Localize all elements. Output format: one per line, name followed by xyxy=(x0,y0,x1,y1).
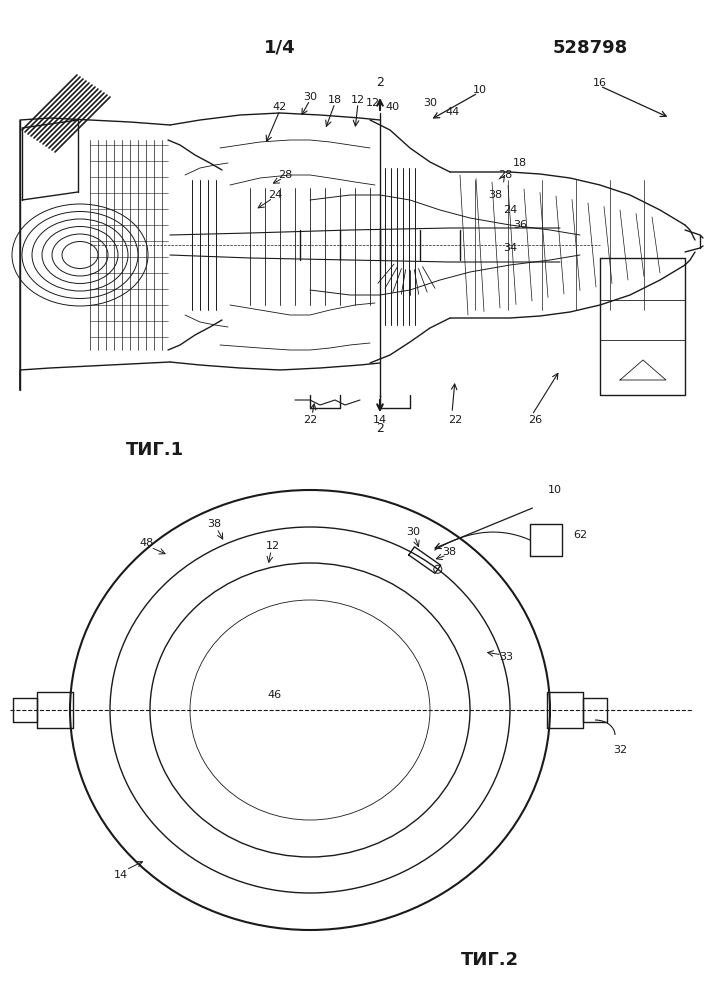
Text: 30: 30 xyxy=(423,98,437,108)
Text: ΤИГ.1: ΤИГ.1 xyxy=(126,441,184,459)
Text: 28: 28 xyxy=(498,170,512,180)
Text: 12: 12 xyxy=(366,98,380,108)
Text: 46: 46 xyxy=(268,690,282,700)
Text: 30: 30 xyxy=(303,92,317,102)
Text: 18: 18 xyxy=(513,158,527,168)
Text: 40: 40 xyxy=(386,102,400,112)
Text: 44: 44 xyxy=(446,107,460,117)
Text: 26: 26 xyxy=(528,415,542,425)
Text: 10: 10 xyxy=(473,85,487,95)
Text: 1/4: 1/4 xyxy=(264,39,296,57)
Text: 12: 12 xyxy=(351,95,365,105)
Text: 2: 2 xyxy=(376,422,384,435)
Text: 48: 48 xyxy=(139,538,153,548)
Text: 33: 33 xyxy=(499,652,513,662)
Text: 14: 14 xyxy=(373,415,387,425)
Text: 14: 14 xyxy=(114,870,128,880)
Text: 38: 38 xyxy=(208,519,222,529)
Text: 528798: 528798 xyxy=(553,39,628,57)
Text: 30: 30 xyxy=(406,527,420,537)
Text: 38: 38 xyxy=(443,547,457,557)
Text: 22: 22 xyxy=(448,415,462,425)
Text: 24: 24 xyxy=(268,190,282,200)
Text: 38: 38 xyxy=(488,190,502,200)
Text: 34: 34 xyxy=(503,243,517,253)
Text: 24: 24 xyxy=(503,205,517,215)
Text: 28: 28 xyxy=(278,170,292,180)
Text: 18: 18 xyxy=(328,95,342,105)
Text: 2: 2 xyxy=(376,76,384,89)
Text: 62: 62 xyxy=(573,530,587,540)
Text: 42: 42 xyxy=(273,102,287,112)
Text: 10: 10 xyxy=(548,485,562,495)
Text: 36: 36 xyxy=(513,220,527,230)
Text: 22: 22 xyxy=(303,415,317,425)
Text: 16: 16 xyxy=(593,78,607,88)
Text: 12: 12 xyxy=(266,541,280,551)
Text: 32: 32 xyxy=(613,745,627,755)
Text: ΤИГ.2: ΤИГ.2 xyxy=(461,951,519,969)
